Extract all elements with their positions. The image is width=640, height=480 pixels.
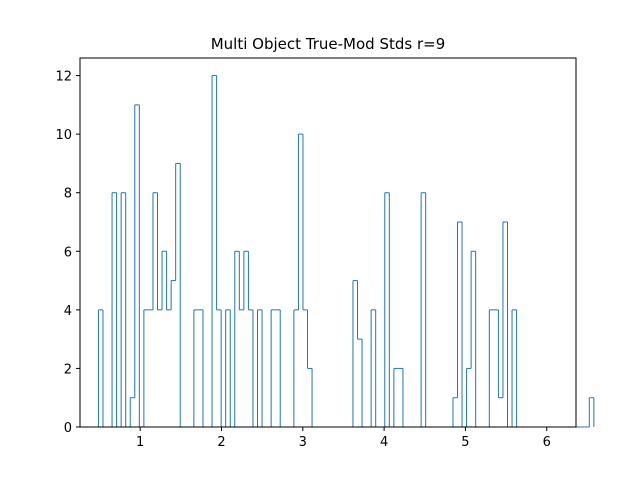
y-tick-label: 2 [64,362,72,377]
y-tick-label: 4 [64,304,72,319]
x-tick-label: 5 [461,435,469,450]
x-tick-label: 3 [299,435,307,450]
x-tick-label: 4 [380,435,388,450]
y-tick-label: 10 [55,128,72,143]
y-tick-label: 12 [55,70,72,85]
plot-area [97,75,595,428]
y-tick-label: 8 [64,187,72,202]
chart-title: Multi Object True-Mod Stds r=9 [211,35,446,53]
x-tick-label: 6 [543,435,551,450]
y-tick-label: 6 [64,245,72,260]
y-axis: 0 2 4 6 8 10 12 [55,70,80,436]
y-tick-label: 0 [64,421,72,436]
x-tick-label: 2 [217,435,225,450]
x-axis: 1 2 3 4 5 6 [136,427,551,450]
x-tick-label: 1 [136,435,144,450]
histogram-series [97,75,595,428]
axes-frame [79,57,577,428]
